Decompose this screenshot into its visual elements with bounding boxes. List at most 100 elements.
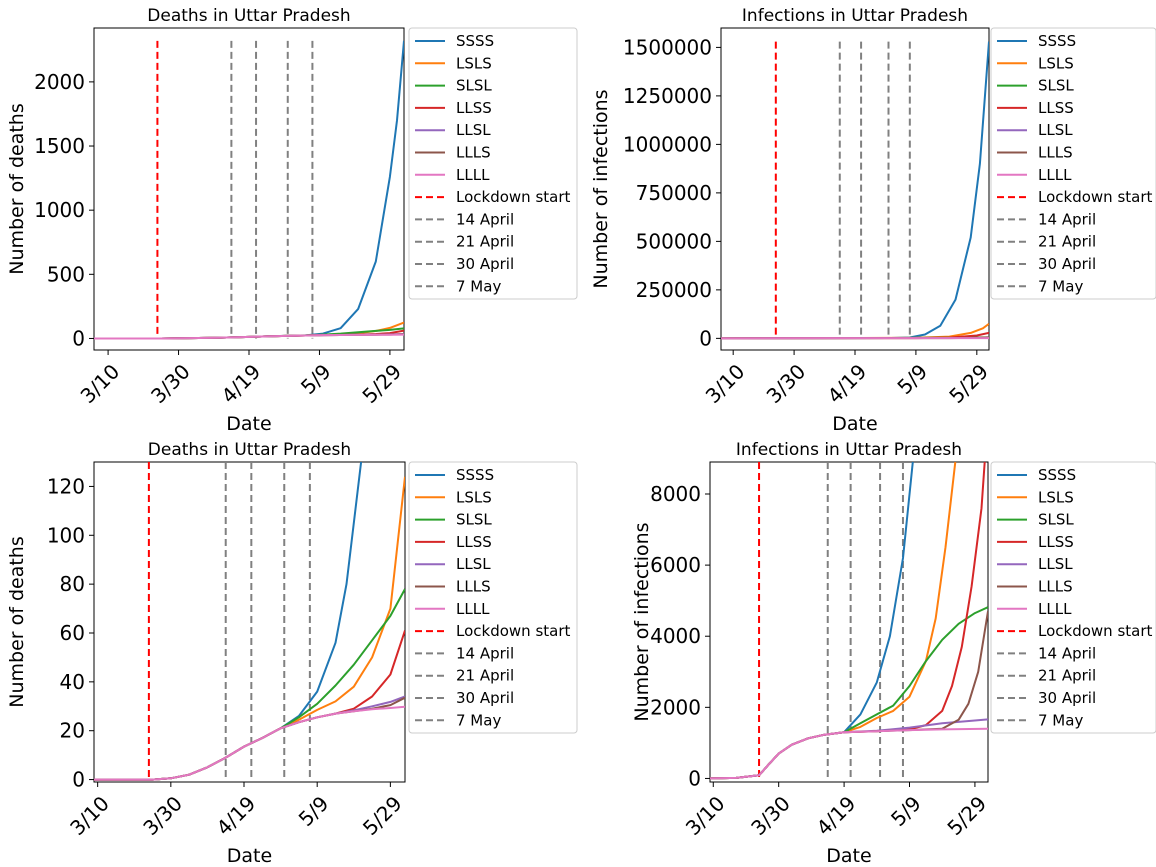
y-axis-label: Number of deaths (6, 103, 28, 275)
legend-label: SSSS (1038, 466, 1076, 484)
x-axis-label: Date (826, 845, 871, 867)
legend-label: LLLL (456, 600, 490, 618)
x-tick-label: 5/9 (886, 791, 926, 831)
x-tick-label: 4/19 (212, 791, 261, 840)
y-tick-label: 60 (60, 621, 85, 645)
legend-frame (990, 461, 1156, 734)
plot-area (93, 461, 406, 783)
x-axis-label: Date (227, 845, 272, 867)
y-tick-label: 500 (47, 262, 85, 286)
x-tick-label: 5/9 (892, 359, 932, 399)
x-tick-label: 3/30 (762, 359, 811, 408)
legend-label: LLSL (456, 121, 491, 139)
chart-panel-1: 0 500 1000 1500 2000 3/10 3/30 4/19 5/9 5/29 Death… (6, 6, 578, 435)
legend-frame (408, 461, 578, 734)
legend-label: LLLS (1038, 578, 1073, 596)
y-tick-label: 1500 (34, 134, 85, 158)
legend-label: SLSL (456, 511, 492, 529)
y-tick-label: 0 (72, 768, 85, 792)
x-tick-label: 4/19 (217, 359, 266, 408)
legend-label: LLLL (1038, 600, 1072, 618)
x-tick-label: 5/29 (358, 791, 407, 840)
legend-label: LLSS (456, 533, 492, 551)
x-tick-label: 5/9 (294, 791, 334, 831)
legend-label: SSSS (456, 466, 494, 484)
legend: SSSS LSLS SLSL LLSS LLSL LLLS LLLL Lockdown sta… (408, 461, 578, 734)
y-tick-label: 8000 (650, 482, 701, 506)
x-tick-label: 5/29 (944, 359, 993, 408)
legend-label: 30 April (1038, 689, 1096, 707)
legend-label: 14 April (1038, 210, 1096, 228)
legend-label: LLLL (456, 166, 490, 184)
y-tick-label: 2000 (650, 695, 701, 719)
x-tick-label: 3/30 (746, 791, 795, 840)
y-tick-label: 250000 (636, 278, 712, 302)
x-tick-label: 3/10 (681, 791, 730, 840)
legend-label: Lockdown start (1038, 622, 1153, 640)
series-line-llll (710, 727, 988, 780)
series-line-llll (94, 705, 405, 781)
legend-label: SSSS (1038, 32, 1076, 50)
legend-label: SLSL (1038, 511, 1074, 529)
chart-panel-2: 0 250000 500000 750000 1000000 1250000 1500000… (590, 6, 1156, 435)
y-tick-label: 0 (688, 766, 701, 790)
x-axis-label: Date (832, 413, 877, 435)
series-line-llll (94, 333, 404, 340)
y-tick-label: 1000000 (623, 132, 712, 156)
y-tick-label: 20 (60, 719, 85, 743)
legend-label: LLSS (1038, 99, 1074, 117)
x-tick-label: 4/19 (823, 359, 872, 408)
y-tick-label: 40 (60, 670, 85, 694)
plot-area (720, 27, 990, 351)
legend-label: 21 April (456, 667, 514, 685)
y-tick-label: 1500000 (623, 35, 712, 59)
legend-label: LLSL (456, 555, 491, 573)
legend-label: 14 April (456, 644, 514, 662)
x-tick-label: 3/30 (146, 359, 195, 408)
plot-area (93, 27, 405, 351)
x-tick-label: 3/10 (701, 359, 750, 408)
series-group (721, 41, 989, 340)
y-tick-label: 0 (72, 326, 85, 350)
legend-label: LLLS (456, 578, 491, 596)
legend-label: 30 April (456, 689, 514, 707)
legend-label: LLSL (1038, 555, 1073, 573)
legend-label: 14 April (1038, 644, 1096, 662)
x-tick-label: 4/19 (812, 791, 861, 840)
legend-label: LLLL (1038, 166, 1072, 184)
plot-area (709, 461, 989, 783)
legend-label: SLSL (1038, 77, 1074, 95)
legend: SSSS LSLS SLSL LLSS LLSL LLLS LLLL Lockdown sta… (990, 27, 1156, 300)
x-tick-label: 3/30 (138, 791, 187, 840)
legend-label: LLLS (456, 144, 491, 162)
y-tick-label: 1250000 (623, 84, 712, 108)
y-tick-label: 80 (60, 572, 85, 596)
x-axis-label: Date (226, 413, 271, 435)
legend-label: Lockdown start (456, 188, 571, 206)
legend-label: 30 April (456, 255, 514, 273)
x-tick-label: 3/10 (76, 359, 125, 408)
chart-title: Deaths in Uttar Pradesh (147, 6, 350, 26)
legend-label: LSLS (456, 54, 492, 72)
legend-label: 21 April (1038, 667, 1096, 685)
legend-label: LSLS (1038, 488, 1074, 506)
legend-label: Lockdown start (1038, 188, 1153, 206)
series-group (710, 462, 988, 780)
legend-label: 7 May (456, 711, 501, 729)
series-group (94, 40, 404, 340)
legend-label: LLSS (456, 99, 492, 117)
x-tick-label: 5/29 (942, 791, 991, 840)
legend: SSSS LSLS SLSL LLSS LLSL LLLS LLLL Lockdown sta… (408, 27, 578, 300)
y-tick-label: 1000 (34, 198, 85, 222)
y-tick-label: 500000 (636, 229, 712, 253)
legend-label: 30 April (1038, 255, 1096, 273)
legend-frame (408, 27, 578, 300)
legend-label: 21 April (456, 233, 514, 251)
legend: SSSS LSLS SLSL LLSS LLSL LLLS LLLL Lockdown sta… (990, 461, 1156, 734)
legend-label: Lockdown start (456, 622, 571, 640)
chart-panel-4: 0 2000 4000 6000 8000 3/10 3/30 4/19 5/9 5/29 Infe… (631, 440, 1156, 867)
chart-title: Deaths in Uttar Pradesh (148, 440, 351, 460)
legend-label: SSSS (456, 32, 494, 50)
x-tick-label: 5/9 (296, 359, 336, 399)
y-tick-label: 2000 (34, 70, 85, 94)
